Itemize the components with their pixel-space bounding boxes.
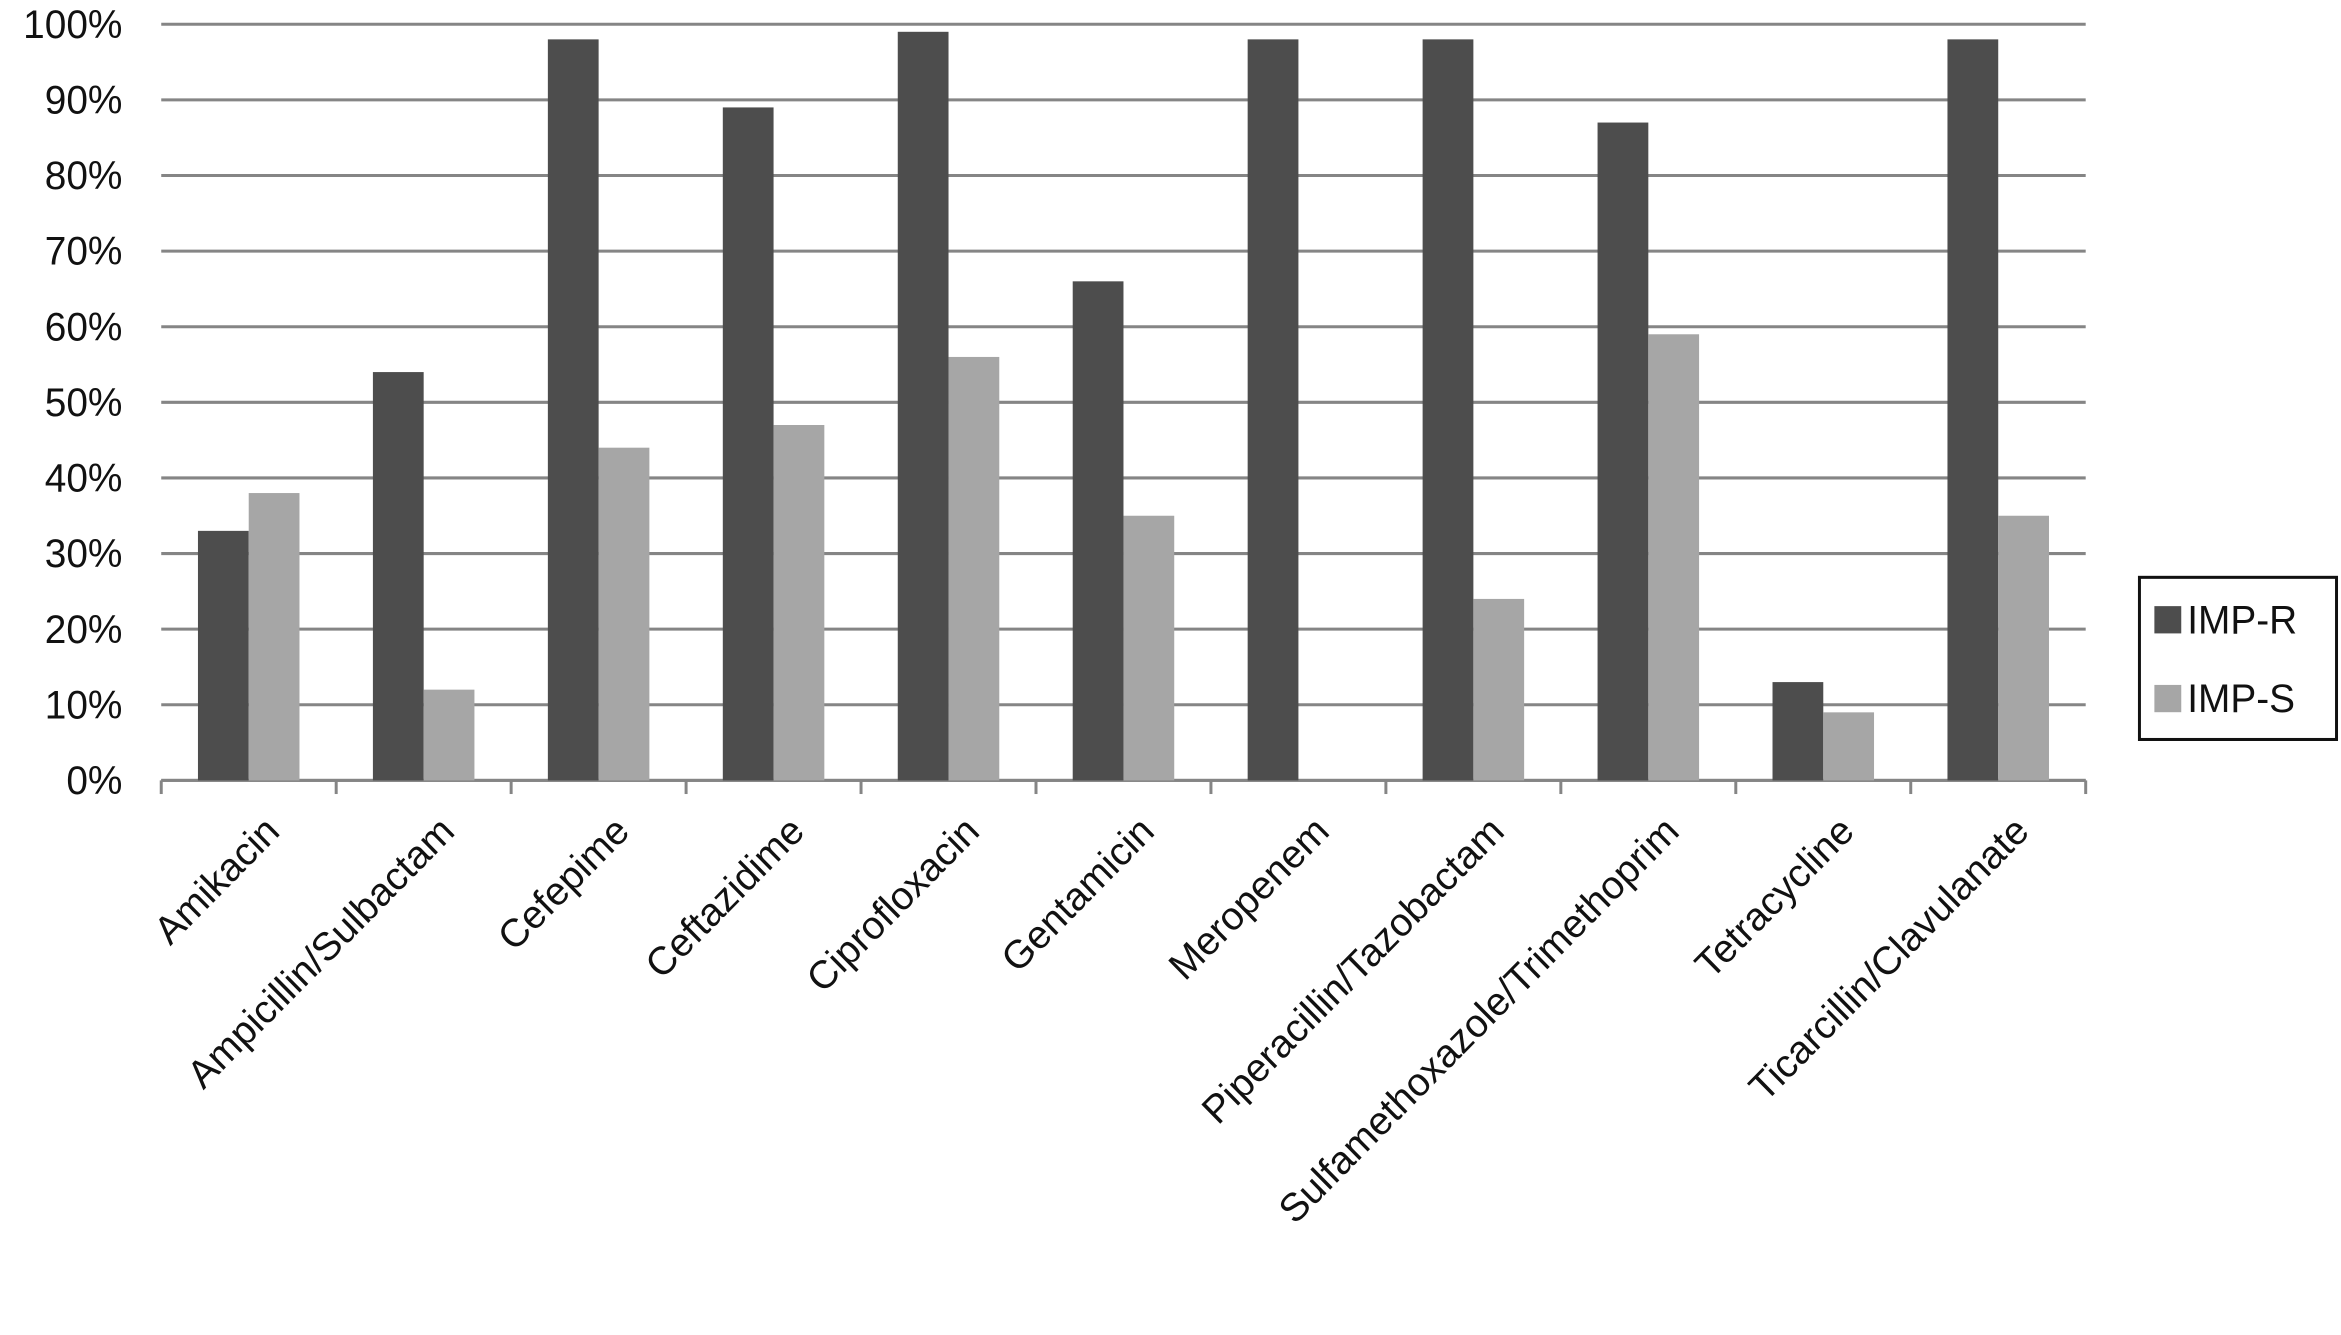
bar — [1247, 39, 1299, 781]
x-tick-label: Ciprofloxacin — [799, 809, 988, 1001]
bar — [423, 689, 475, 781]
bar — [547, 39, 599, 781]
bar — [948, 356, 1000, 781]
bar — [197, 530, 249, 781]
x-tick-label: Piperacillin/Tazobactam — [1194, 809, 1512, 1132]
legend-box — [2137, 575, 2339, 741]
bar — [1072, 281, 1124, 781]
y-tick-label: 100% — [23, 4, 122, 47]
y-tick-label: 80% — [45, 155, 123, 198]
legend-label: IMP-S — [2187, 678, 2295, 721]
x-tick-label: Ceftazidime — [638, 809, 813, 987]
bar — [1422, 39, 1474, 781]
y-tick-label: 50% — [45, 382, 123, 425]
x-tick-label: Ticarcillin/Clavulanate — [1741, 809, 2037, 1109]
bar — [372, 372, 424, 781]
bar — [1823, 712, 1875, 781]
bar — [598, 447, 650, 781]
y-tick-label: 0% — [66, 760, 122, 803]
bar — [1123, 515, 1175, 781]
bar — [897, 31, 949, 781]
y-tick-label: 70% — [45, 230, 123, 273]
bar — [1597, 122, 1649, 781]
bar — [1473, 598, 1525, 781]
bar — [722, 107, 774, 781]
legend-swatch — [2154, 606, 2182, 634]
x-tick-label: Meropenem — [1161, 809, 1338, 988]
y-tick-label: 10% — [45, 684, 123, 727]
bar — [1648, 334, 1700, 781]
y-tick-label: 60% — [45, 306, 123, 349]
bar — [1772, 682, 1824, 781]
bar — [1947, 39, 1999, 781]
y-tick-label: 20% — [45, 609, 123, 652]
y-tick-label: 30% — [45, 533, 123, 576]
y-tick-label: 40% — [45, 457, 123, 500]
x-tick-label: Cefepime — [490, 809, 638, 959]
bar — [1998, 515, 2049, 781]
bar — [773, 425, 825, 781]
legend-label: IMP-R — [2187, 599, 2297, 642]
bar — [248, 493, 300, 781]
x-tick-label: Gentamicin — [994, 809, 1163, 980]
x-tick-label: Tetracycline — [1687, 809, 1862, 987]
x-tick-label: Amikacin — [146, 809, 287, 953]
y-tick-label: 90% — [45, 79, 123, 122]
legend-swatch — [2154, 684, 2182, 713]
